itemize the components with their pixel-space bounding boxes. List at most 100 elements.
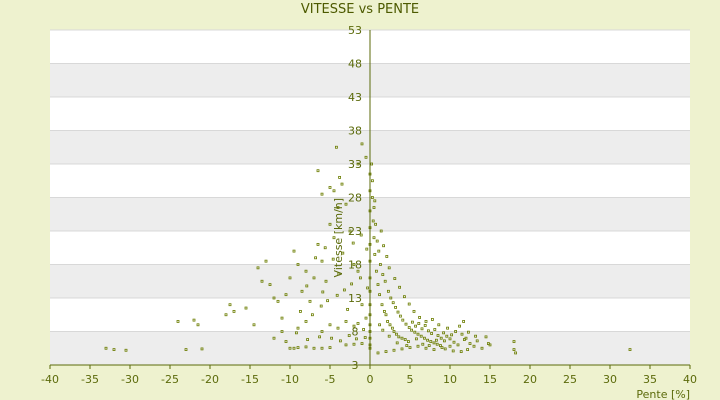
x-tick-label: 20 <box>523 373 537 386</box>
data-point <box>429 340 433 343</box>
data-point <box>124 348 128 352</box>
data-point <box>373 199 377 203</box>
data-point <box>328 186 332 189</box>
data-point <box>344 343 348 347</box>
y-tick-label: 13 <box>348 292 362 305</box>
data-point <box>374 269 378 273</box>
data-point <box>424 346 428 350</box>
data-point <box>386 289 390 293</box>
data-point <box>326 299 330 303</box>
data-point <box>466 330 470 334</box>
data-point <box>462 320 466 323</box>
data-point <box>396 310 400 314</box>
data-point <box>480 346 484 350</box>
x-tick-label: 30 <box>603 373 617 386</box>
data-point <box>296 326 300 330</box>
data-point <box>393 277 397 280</box>
data-point <box>466 348 470 351</box>
x-tick-label: 40 <box>683 373 697 386</box>
x-tick-label: -35 <box>81 373 99 386</box>
data-point <box>192 318 196 322</box>
data-point <box>380 303 384 307</box>
data-point <box>321 290 325 294</box>
data-point <box>426 338 430 342</box>
data-point <box>304 345 308 349</box>
data-point <box>451 349 455 353</box>
data-point <box>407 326 411 329</box>
y-tick-label: 3 <box>352 359 359 372</box>
data-point <box>446 326 450 330</box>
data-point <box>112 348 116 351</box>
data-point <box>224 313 228 317</box>
data-point <box>426 329 430 333</box>
data-point <box>378 293 382 297</box>
data-point <box>462 338 466 341</box>
data-point <box>352 342 356 346</box>
data-point <box>305 284 309 288</box>
data-point <box>318 335 322 339</box>
data-point <box>296 346 300 349</box>
data-point <box>373 253 377 256</box>
x-tick-label: -30 <box>121 373 139 386</box>
data-point <box>350 282 354 286</box>
data-point <box>298 309 302 313</box>
data-point <box>384 350 388 354</box>
data-point <box>418 316 422 319</box>
data-point <box>370 162 374 166</box>
data-point <box>378 323 382 327</box>
data-point <box>338 339 342 343</box>
data-point <box>176 320 180 323</box>
y-tick-label: 33 <box>348 158 362 171</box>
data-point <box>356 269 360 273</box>
data-point <box>288 346 292 350</box>
data-point <box>344 320 348 323</box>
data-point <box>330 336 334 340</box>
data-point <box>374 222 378 226</box>
data-point <box>363 336 367 339</box>
y-tick-label: 8 <box>352 326 359 339</box>
x-tick-label: -40 <box>41 373 59 386</box>
data-point <box>323 246 327 250</box>
data-point <box>328 346 332 349</box>
y-tick-label: 18 <box>348 259 362 272</box>
data-point <box>358 276 362 280</box>
data-point <box>332 189 336 193</box>
data-point <box>352 263 356 266</box>
data-point <box>408 346 412 349</box>
data-point <box>376 351 380 355</box>
x-tick-label: 5 <box>407 373 414 386</box>
data-point <box>360 303 364 307</box>
data-point <box>359 233 363 237</box>
data-point <box>382 309 386 313</box>
data-point <box>410 328 414 332</box>
data-point <box>312 346 316 350</box>
data-point <box>260 279 264 283</box>
data-point <box>320 192 324 196</box>
data-point <box>362 328 366 331</box>
data-point <box>398 285 402 289</box>
data-point <box>184 348 188 351</box>
data-point <box>414 337 418 341</box>
data-point <box>394 332 398 336</box>
data-point <box>384 313 388 317</box>
data-point <box>472 344 476 348</box>
data-point <box>443 347 447 351</box>
data-point <box>382 244 386 248</box>
data-point <box>308 299 312 303</box>
data-point <box>284 293 288 297</box>
data-point <box>292 346 296 350</box>
data-point <box>280 330 284 333</box>
data-point <box>406 340 410 343</box>
data-point <box>434 338 438 342</box>
data-point <box>402 295 406 299</box>
data-point <box>284 340 288 343</box>
data-point <box>256 266 260 270</box>
data-point <box>427 344 431 347</box>
data-point <box>432 341 436 345</box>
data-point <box>347 334 351 337</box>
y-tick-label: 38 <box>348 125 362 138</box>
data-point <box>385 255 389 258</box>
data-points <box>104 142 632 355</box>
